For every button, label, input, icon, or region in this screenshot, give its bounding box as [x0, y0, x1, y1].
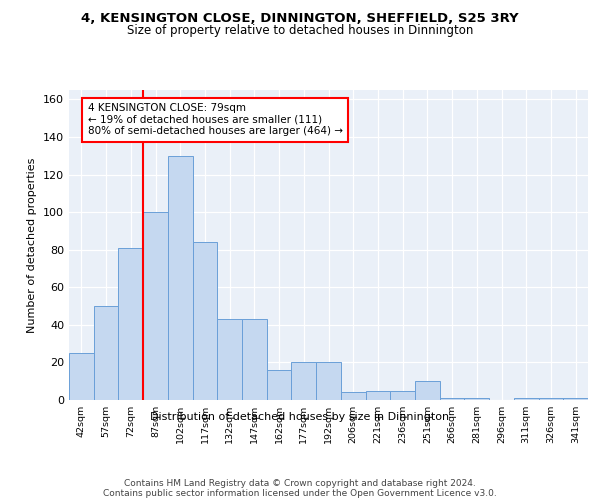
Bar [217, 319, 242, 400]
Bar [267, 370, 292, 400]
Bar [514, 398, 539, 400]
Bar [390, 390, 415, 400]
Text: 4, KENSINGTON CLOSE, DINNINGTON, SHEFFIELD, S25 3RY: 4, KENSINGTON CLOSE, DINNINGTON, SHEFFIE… [81, 12, 519, 26]
Bar [94, 306, 118, 400]
Bar [69, 353, 94, 400]
Bar [539, 398, 563, 400]
Text: Contains public sector information licensed under the Open Government Licence v3: Contains public sector information licen… [103, 488, 497, 498]
Bar [341, 392, 365, 400]
Bar [143, 212, 168, 400]
Y-axis label: Number of detached properties: Number of detached properties [28, 158, 37, 332]
Bar [316, 362, 341, 400]
Bar [563, 398, 588, 400]
Bar [415, 381, 440, 400]
Bar [440, 398, 464, 400]
Bar [242, 319, 267, 400]
Text: Contains HM Land Registry data © Crown copyright and database right 2024.: Contains HM Land Registry data © Crown c… [124, 478, 476, 488]
Bar [118, 248, 143, 400]
Bar [365, 390, 390, 400]
Bar [193, 242, 217, 400]
Text: 4 KENSINGTON CLOSE: 79sqm
← 19% of detached houses are smaller (111)
80% of semi: 4 KENSINGTON CLOSE: 79sqm ← 19% of detac… [88, 103, 343, 136]
Bar [168, 156, 193, 400]
Text: Distribution of detached houses by size in Dinnington: Distribution of detached houses by size … [151, 412, 449, 422]
Bar [464, 398, 489, 400]
Text: Size of property relative to detached houses in Dinnington: Size of property relative to detached ho… [127, 24, 473, 37]
Bar [292, 362, 316, 400]
